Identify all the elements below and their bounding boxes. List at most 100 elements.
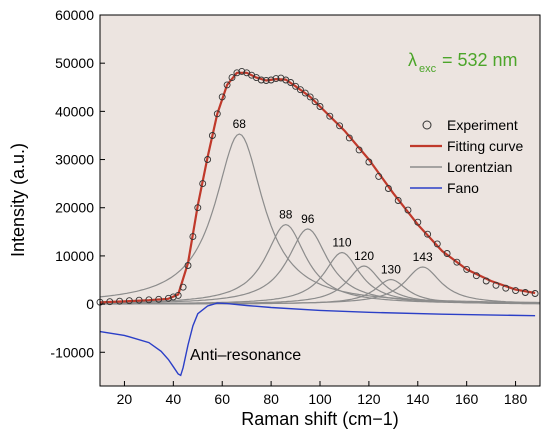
experiment-point [311,98,319,106]
peak-label-68: 68 [233,117,247,131]
experiment-point [306,93,314,101]
y-tick-label: 30000 [55,152,94,168]
experiment-point [145,296,153,304]
peak-label-143: 143 [413,250,433,264]
x-tick-label: 40 [166,391,182,407]
x-axis-label: Raman shift (cm−1) [241,409,399,429]
experiment-point [301,89,309,97]
x-tick-label: 100 [308,391,332,407]
lorentzian-peak-143 [100,266,540,305]
legend-experiment-label: Experiment [447,117,518,133]
experiment-point [179,283,187,291]
peak-label-96: 96 [301,212,315,226]
excitation-symbol: λ [408,50,417,70]
y-tick-label: 20000 [55,200,94,216]
anti-resonance-annotation: Anti–resonance [190,347,301,364]
y-tick-label: 10000 [55,248,94,264]
experiment-point [502,284,510,292]
plot-background [100,15,540,386]
experiment-point [443,250,451,257]
axes: 20 40 60 80 100 120 140 160 180 -10000 0 10000 20000… [50,7,527,407]
experiment-point [287,79,295,86]
y-tick-label: 40000 [55,103,94,119]
experiment-point [292,82,300,90]
experiment-point [296,86,304,94]
experiment-point [213,110,221,118]
experiment-point [384,185,392,192]
y-tick-label: -10000 [50,344,94,360]
experiment-point [116,297,124,305]
experiment-point [106,298,114,306]
excitation-label: λ exc = 532 nm [408,50,518,75]
peak-label-88: 88 [279,208,293,222]
experiment-layer [96,67,539,306]
fitting-curve-line [99,71,536,304]
experiment-point [453,258,461,266]
fano-layer [99,302,536,377]
peak-label-120: 120 [354,249,374,263]
experiment-point [521,289,529,296]
legend-fit-label: Fitting curve [447,138,523,154]
experiment-point [365,158,373,166]
experiment-point [316,103,324,110]
experiment-point [404,206,412,214]
experiment-point [394,197,402,204]
experiment-point [155,295,163,303]
x-tick-label: 20 [117,391,133,407]
x-tick-label: 60 [214,391,230,407]
experiment-point [199,180,207,188]
experiment-point [174,291,182,299]
legend-fano-label: Fano [447,180,479,196]
excitation-subscript: exc [419,63,437,75]
legend-experiment-marker [422,120,432,130]
experiment-point [512,287,520,295]
fit-layer [99,71,536,304]
experiment-point [326,112,334,120]
experiment-point [184,262,192,269]
excitation-value: = 532 nm [442,50,518,70]
experiment-point [267,76,275,84]
experiment-point [233,69,241,77]
experiment-point [208,132,216,139]
experiment-point [472,272,480,280]
experiment-point [204,156,212,163]
lorentzian-peak-68 [99,133,540,304]
fano-line [99,302,536,377]
experiment-point [433,240,441,248]
experiment-point [414,218,422,226]
experiment-point [345,134,353,142]
x-tick-label: 180 [504,391,528,407]
experiment-point [125,297,133,305]
experiment-point [424,230,432,238]
experiment-point [257,76,265,84]
x-tick-label: 160 [455,391,479,407]
y-axis-label: Intensity (a.u.) [8,143,28,257]
y-tick-label: 50000 [55,55,94,71]
experiment-point [238,67,246,75]
x-tick-label: 120 [357,391,381,407]
experiment-point [336,122,344,130]
experiment-point [194,204,202,212]
experiment-point [355,146,363,154]
experiment-point [531,290,539,297]
experiment-point [164,294,172,302]
experiment-point [492,281,500,289]
x-tick-label: 80 [263,391,279,407]
experiment-point [272,75,280,83]
experiment-point [277,74,285,82]
experiment-point [228,74,236,82]
experiment-point [169,293,177,301]
experiment-point [218,93,226,101]
experiment-point [223,81,231,89]
y-tick-label: 60000 [55,7,94,23]
experiment-point [189,233,197,241]
experiment-point [463,265,471,273]
peak-label-110: 110 [332,236,351,250]
experiment-point [482,277,490,285]
experiment-point [135,296,143,304]
legend: Experiment Fitting curve Lorentzian Fano [410,117,523,196]
peak-label-130: 130 [381,263,401,277]
legend-lorentzian-label: Lorentzian [447,159,512,175]
experiment-point [262,77,270,84]
